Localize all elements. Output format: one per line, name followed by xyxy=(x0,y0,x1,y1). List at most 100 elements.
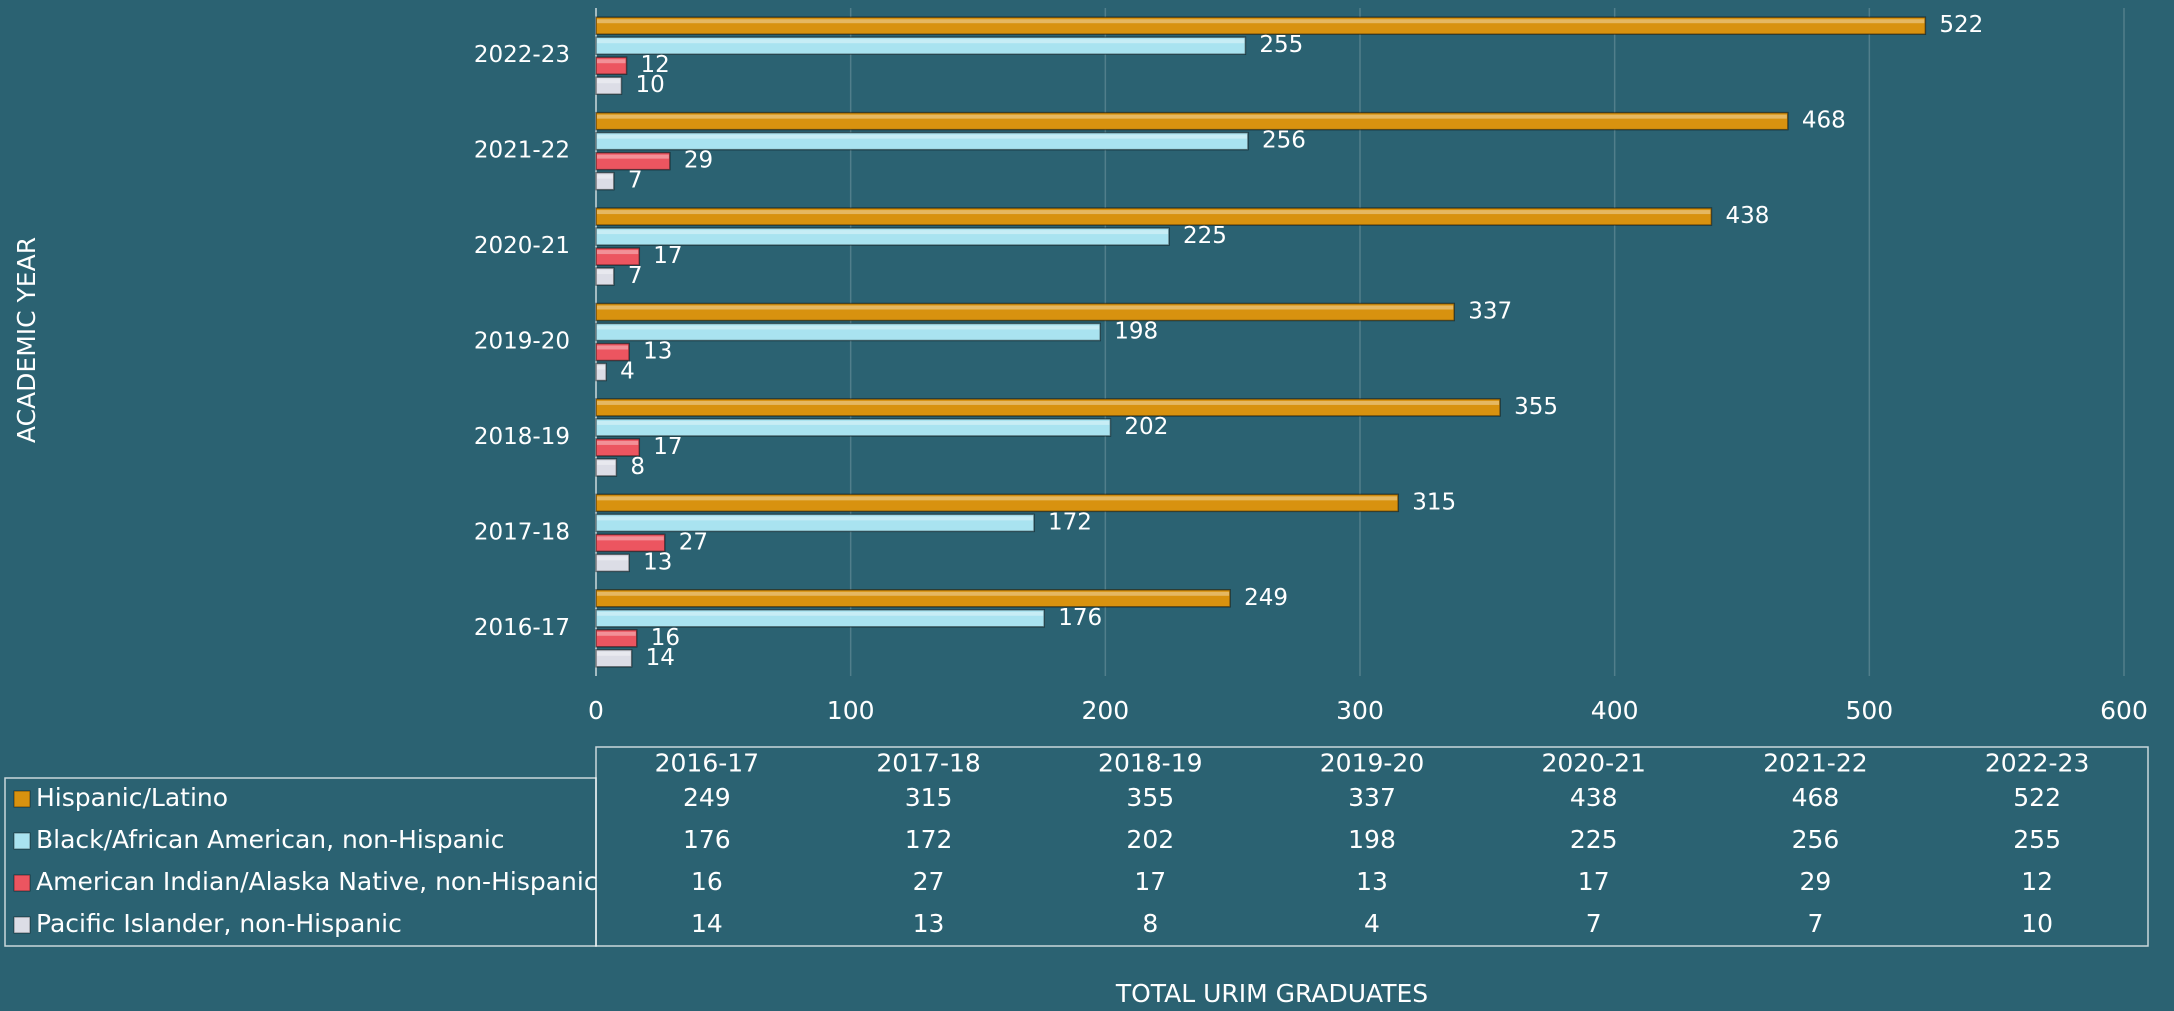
data-label: 255 xyxy=(1259,32,1303,58)
bar xyxy=(595,493,1399,513)
bar-highlight xyxy=(597,250,639,255)
data-label: 172 xyxy=(1048,509,1092,535)
data-label: 337 xyxy=(1468,299,1512,325)
table-cell: 4 xyxy=(1364,909,1380,938)
bar xyxy=(595,589,1231,608)
data-label: 29 xyxy=(684,148,713,174)
bar-highlight xyxy=(597,440,639,445)
bar xyxy=(595,398,1501,417)
table-cell: 8 xyxy=(1142,909,1158,938)
table-cell: 198 xyxy=(1348,825,1396,854)
bar-highlight xyxy=(597,154,669,159)
x-tick-label: 100 xyxy=(827,696,875,725)
y-tick-label: 2017-18 xyxy=(474,519,570,545)
table-cell: 13 xyxy=(913,909,945,938)
bar xyxy=(595,16,1927,35)
y-tick-label: 2018-19 xyxy=(474,424,570,450)
table-cell: 10 xyxy=(2021,909,2053,938)
y-axis-title: ACADEMIC YEAR xyxy=(12,237,41,443)
data-label: 249 xyxy=(1244,585,1288,611)
bar xyxy=(595,207,1713,226)
bar-highlight xyxy=(597,79,621,84)
bar-highlight xyxy=(597,651,631,656)
data-label: 14 xyxy=(646,645,675,671)
bar xyxy=(595,322,1101,342)
bar-highlight xyxy=(597,420,1110,425)
bar-highlight xyxy=(597,496,1398,501)
bar xyxy=(595,36,1247,55)
data-label: 4 xyxy=(620,359,635,385)
bar-highlight xyxy=(597,174,613,179)
table-cell: 27 xyxy=(913,867,945,896)
table-header: 2022-23 xyxy=(1985,749,2089,778)
data-label: 16 xyxy=(651,625,680,651)
bar xyxy=(595,458,618,477)
table-cell: 17 xyxy=(1578,867,1610,896)
data-label: 522 xyxy=(1939,12,1983,38)
bar xyxy=(595,553,630,573)
table-cell: 438 xyxy=(1570,783,1618,812)
data-label: 13 xyxy=(643,549,672,575)
y-tick-label: 2016-17 xyxy=(474,615,570,641)
bar-highlight xyxy=(597,305,1454,310)
bar xyxy=(595,111,1789,131)
bar-highlight xyxy=(597,39,1245,44)
bar xyxy=(595,362,607,382)
data-label: 10 xyxy=(635,72,664,98)
y-tick-label: 2021-22 xyxy=(474,138,570,164)
data-label: 468 xyxy=(1802,108,1846,134)
x-tick-label: 400 xyxy=(1591,696,1639,725)
data-label: 202 xyxy=(1124,414,1168,440)
data-label: 7 xyxy=(628,263,643,289)
data-label: 176 xyxy=(1058,605,1102,631)
table-cell: 172 xyxy=(905,825,953,854)
bar xyxy=(595,438,641,457)
bar xyxy=(595,302,1455,322)
data-label: 8 xyxy=(630,454,645,480)
bar xyxy=(595,649,633,668)
bar-highlight xyxy=(597,270,613,275)
bar-highlight xyxy=(597,400,1500,405)
legend-label: Black/African American, non-Hispanic xyxy=(36,825,505,854)
table-cell: 255 xyxy=(2013,825,2061,854)
table-cell: 7 xyxy=(1807,909,1823,938)
data-label: 7 xyxy=(628,168,643,194)
x-tick-label: 0 xyxy=(588,696,604,725)
legend-swatch xyxy=(13,874,31,892)
table-cell: 7 xyxy=(1586,909,1602,938)
legend-label: Hispanic/Latino xyxy=(36,783,228,812)
table-cell: 14 xyxy=(691,909,723,938)
data-label: 17 xyxy=(653,434,682,460)
table-header: 2018-19 xyxy=(1098,749,1202,778)
y-tick-label: 2019-20 xyxy=(474,329,570,355)
x-tick-label: 200 xyxy=(1081,696,1129,725)
bar-highlight xyxy=(597,19,1925,24)
legend-swatch xyxy=(13,790,31,808)
bar-highlight xyxy=(597,134,1247,139)
x-tick-label: 600 xyxy=(2100,696,2148,725)
data-label: 17 xyxy=(653,243,682,269)
table-cell: 16 xyxy=(691,867,723,896)
data-label: 438 xyxy=(1725,203,1769,229)
bar xyxy=(595,151,671,171)
bar xyxy=(595,76,623,95)
bar xyxy=(595,247,641,266)
bar-highlight xyxy=(597,591,1230,596)
table-cell: 202 xyxy=(1126,825,1174,854)
table-cell: 315 xyxy=(905,783,953,812)
table-cell: 176 xyxy=(683,825,731,854)
bar xyxy=(595,418,1112,437)
bar xyxy=(595,227,1170,246)
data-label: 225 xyxy=(1183,223,1227,249)
table-cell: 522 xyxy=(2013,783,2061,812)
bar-highlight xyxy=(597,114,1787,119)
x-tick-label: 300 xyxy=(1336,696,1384,725)
bar xyxy=(595,171,615,191)
legend-label: Pacific Islander, non-Hispanic xyxy=(36,909,402,938)
bar xyxy=(595,533,666,553)
x-tick-label: 500 xyxy=(1845,696,1893,725)
bar-highlight xyxy=(597,365,606,370)
bar-highlight xyxy=(597,210,1711,215)
table-border xyxy=(4,777,597,947)
